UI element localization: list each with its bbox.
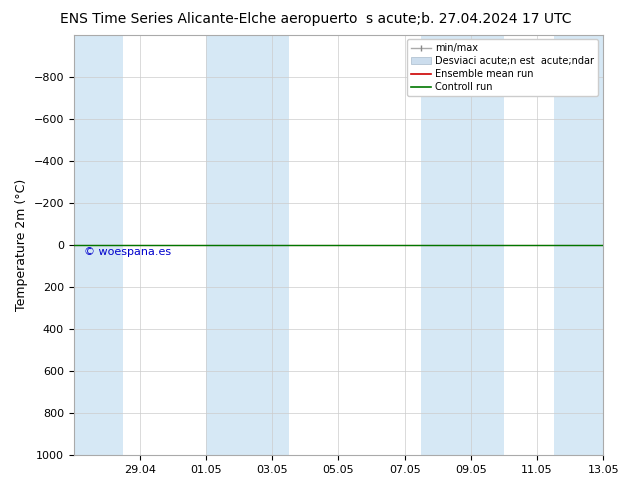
Text: © woespana.es: © woespana.es — [84, 247, 171, 257]
Legend: min/max, Desviaci acute;n est  acute;ndar, Ensemble mean run, Controll run: min/max, Desviaci acute;n est acute;ndar… — [407, 40, 598, 96]
Bar — [421, 35, 504, 455]
Bar — [206, 35, 289, 455]
Y-axis label: Temperature 2m (°C): Temperature 2m (°C) — [15, 179, 28, 311]
Text: s acute;b. 27.04.2024 17 UTC: s acute;b. 27.04.2024 17 UTC — [366, 12, 572, 26]
Bar — [553, 35, 603, 455]
Bar — [74, 35, 124, 455]
Text: ENS Time Series Alicante-Elche aeropuerto: ENS Time Series Alicante-Elche aeropuert… — [60, 12, 358, 26]
